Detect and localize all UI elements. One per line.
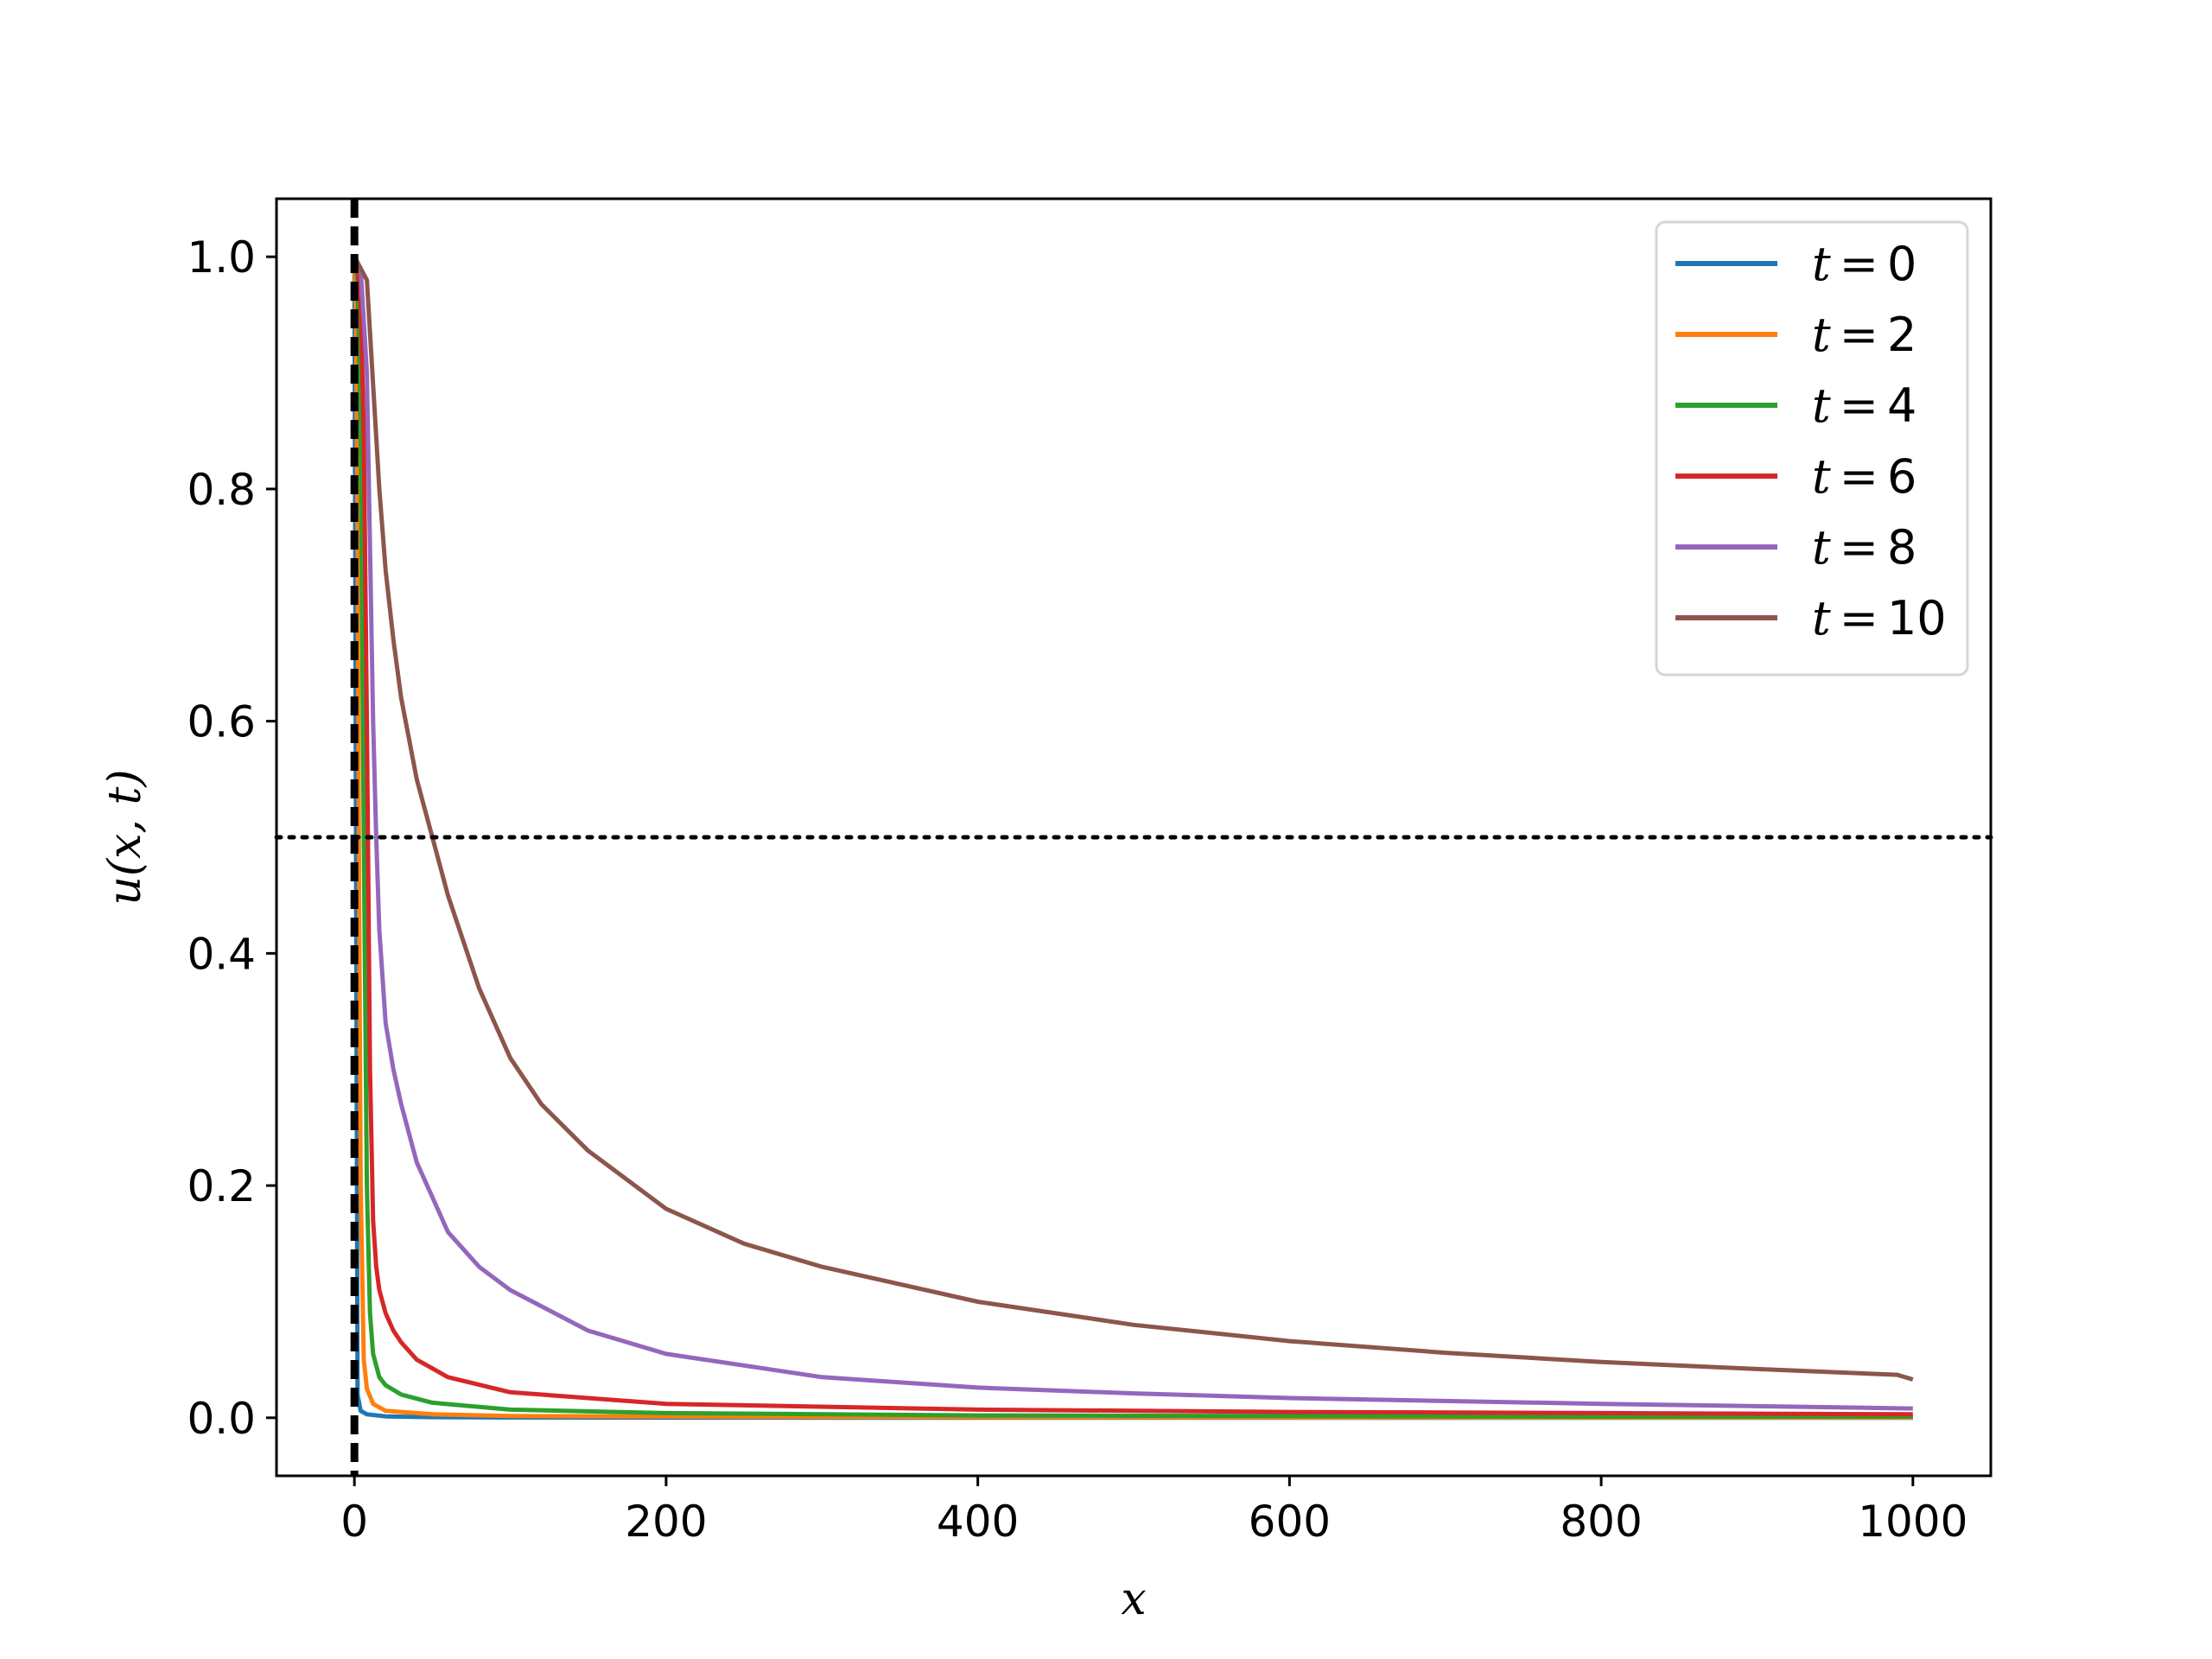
x-axis-ticks: 0 200 400 600 800 1000 (340, 1476, 1967, 1547)
legend-label: t = 8 (1812, 520, 1916, 575)
series-line-4 (352, 256, 1913, 1411)
series-line-1 (352, 257, 1913, 1420)
y-axis-label: u(x, t) (99, 769, 151, 905)
series-line-2 (352, 256, 1913, 1419)
x-tick-label: 800 (1560, 1497, 1642, 1547)
y-tick-label: 1.0 (187, 232, 256, 283)
legend-label: t = 4 (1812, 378, 1916, 433)
y-tick-label: 0.8 (187, 465, 256, 515)
y-axis-ticks: 0.0 0.2 0.4 0.6 0.8 1.0 (187, 232, 276, 1444)
legend-label: t = 10 (1812, 591, 1947, 645)
x-axis-label: x (1121, 1573, 1146, 1625)
x-tick-label: 200 (625, 1497, 707, 1547)
legend-label: t = 0 (1812, 237, 1916, 291)
y-tick-label: 0.0 (187, 1394, 256, 1444)
x-tick-label: 0 (340, 1497, 368, 1547)
y-tick-label: 0.2 (187, 1161, 256, 1211)
legend-label: t = 2 (1812, 308, 1916, 362)
series-line-5 (352, 256, 1914, 1382)
legend-label: t = 6 (1812, 449, 1916, 504)
reference-lines (274, 199, 1993, 1476)
y-tick-label: 0.6 (187, 697, 256, 747)
x-tick-label: 600 (1249, 1497, 1331, 1547)
y-tick-label: 0.4 (187, 929, 256, 979)
plot-frame (275, 197, 1993, 1478)
x-tick-label: 400 (937, 1497, 1019, 1547)
legend: t = 0 t = 2 t = 4 t = 6 t = 8 t = 10 (1655, 220, 1969, 677)
series-line-3 (352, 256, 1913, 1417)
x-tick-label: 1000 (1858, 1497, 1967, 1547)
